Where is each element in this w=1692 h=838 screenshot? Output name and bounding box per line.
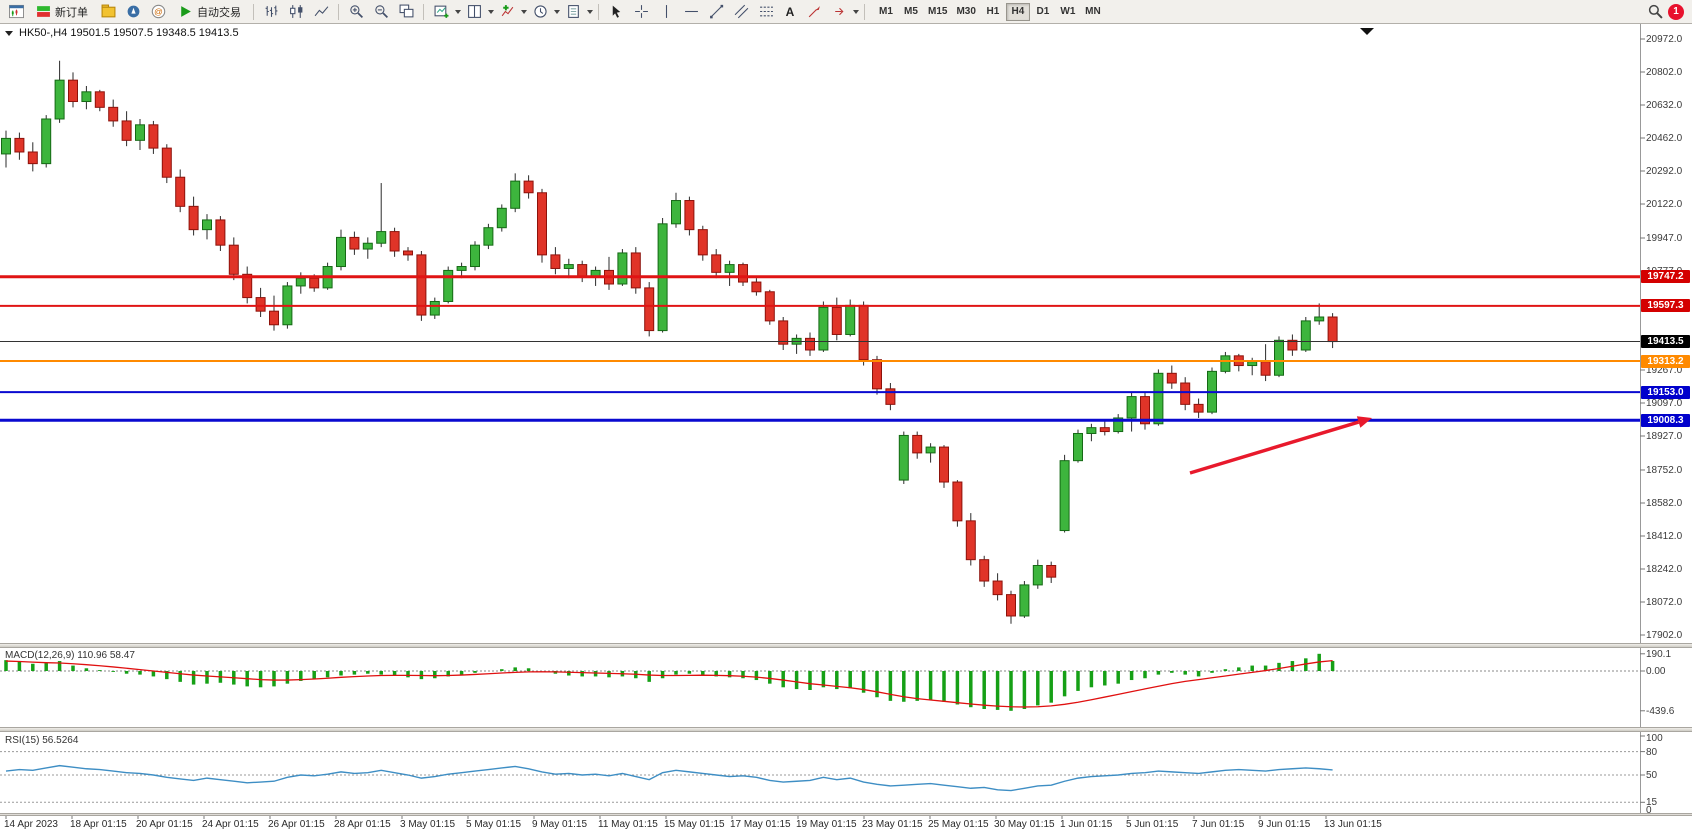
arrow-label-icon[interactable] — [802, 1, 826, 23]
search-icon[interactable] — [1643, 1, 1667, 23]
price-tag[interactable]: 19008.3 — [1641, 413, 1690, 427]
panel-splitter-rsi[interactable] — [0, 727, 1692, 732]
arrows-tool-icon[interactable] — [827, 1, 851, 23]
tile-windows-icon[interactable] — [394, 1, 418, 23]
chart-window-icon[interactable] — [4, 1, 28, 23]
arrows-dropdown-caret[interactable] — [853, 9, 859, 14]
timeframe-MN[interactable]: MN — [1081, 3, 1105, 21]
text-tool-label: A — [785, 4, 795, 19]
macd-label: MACD(12,26,9) 110.96 58.47 — [5, 650, 135, 661]
cursor-icon[interactable] — [604, 1, 628, 23]
price-chart-canvas[interactable] — [0, 24, 1692, 838]
text-tool-button[interactable]: A — [779, 2, 801, 22]
candlestick-chart-icon[interactable] — [284, 1, 308, 23]
price-tag[interactable]: 19747.2 — [1641, 270, 1690, 284]
timeframe-M15[interactable]: M15 — [924, 3, 951, 21]
profiles-dropdown-caret[interactable] — [488, 9, 494, 14]
navigator-icon[interactable] — [121, 1, 145, 23]
scroll-end-marker — [1360, 28, 1374, 35]
crosshair-icon[interactable] — [629, 1, 653, 23]
line-chart-icon[interactable] — [309, 1, 333, 23]
svg-text:@: @ — [154, 7, 163, 17]
new-chart-icon[interactable] — [429, 1, 453, 23]
bar-chart-icon[interactable] — [259, 1, 283, 23]
trendline-icon[interactable] — [704, 1, 728, 23]
panel-splitter-macd[interactable] — [0, 643, 1692, 648]
period-clock-icon[interactable] — [528, 1, 552, 23]
rsi-label: RSI(15) 56.5264 — [5, 735, 79, 746]
auto-trading-button[interactable]: 自动交易 — [171, 2, 248, 22]
notification-badge[interactable]: 1 — [1668, 3, 1684, 20]
new-order-icon — [36, 4, 51, 19]
toolbar-separator — [423, 3, 424, 20]
new-order-label: 新订单 — [55, 6, 88, 19]
market-watch-icon[interactable] — [96, 1, 120, 23]
play-icon — [178, 4, 193, 19]
timeframe-W1[interactable]: W1 — [1056, 3, 1080, 21]
toolbar-separator — [864, 3, 865, 20]
vertical-line-icon[interactable] — [654, 1, 678, 23]
timeframe-H4[interactable]: H4 — [1005, 2, 1030, 21]
symbol-ohlc-text: HK50-,H4 19501.5 19507.5 19348.5 19413.5 — [19, 27, 239, 39]
fibonacci-icon[interactable] — [754, 1, 778, 23]
templates-dropdown-caret[interactable] — [587, 9, 593, 14]
horizontal-line-icon[interactable] — [679, 1, 703, 23]
new-chart-dropdown-caret[interactable] — [455, 9, 461, 14]
toolbar-separator — [598, 3, 599, 20]
equidistant-channel-icon[interactable] — [729, 1, 753, 23]
templates-icon[interactable] — [561, 1, 585, 23]
chart-symbol-header: HK50-,H4 19501.5 19507.5 19348.5 19413.5 — [5, 27, 239, 39]
price-tag[interactable]: 19313.2 — [1641, 354, 1690, 368]
time-axis-separator — [0, 813, 1692, 816]
zoom-in-icon[interactable] — [344, 1, 368, 23]
timeframe-bar: M1 M5 M15 M30 H1 H4 D1 W1 MN — [874, 2, 1105, 21]
collapse-triangle-icon[interactable] — [5, 30, 13, 36]
period-dropdown-caret[interactable] — [554, 9, 560, 14]
price-tag[interactable]: 19413.5 — [1641, 335, 1690, 349]
timeframe-M1[interactable]: M1 — [874, 3, 898, 21]
community-icon[interactable]: @ — [146, 1, 170, 23]
zoom-out-icon[interactable] — [369, 1, 393, 23]
toolbar: 新订单 @ 自动交易 A M1 M5 M15 — [0, 0, 1692, 24]
price-tag[interactable]: 19153.0 — [1641, 385, 1690, 399]
chart-region: 20972.0 20802.0 20632.0 20462.0 20292.0 20122… — [0, 24, 1692, 838]
new-order-button[interactable]: 新订单 — [29, 2, 95, 22]
indicators-dropdown-caret[interactable] — [521, 9, 527, 14]
price-tag[interactable]: 19597.3 — [1641, 299, 1690, 313]
auto-trading-label: 自动交易 — [197, 6, 241, 19]
timeframe-H1[interactable]: H1 — [981, 3, 1005, 21]
chart-profiles-icon[interactable] — [462, 1, 486, 23]
timeframe-D1[interactable]: D1 — [1031, 3, 1055, 21]
timeframe-M30[interactable]: M30 — [952, 3, 979, 21]
toolbar-separator — [338, 3, 339, 20]
toolbar-separator — [253, 3, 254, 20]
indicators-icon[interactable] — [495, 1, 519, 23]
timeframe-M5[interactable]: M5 — [899, 3, 923, 21]
